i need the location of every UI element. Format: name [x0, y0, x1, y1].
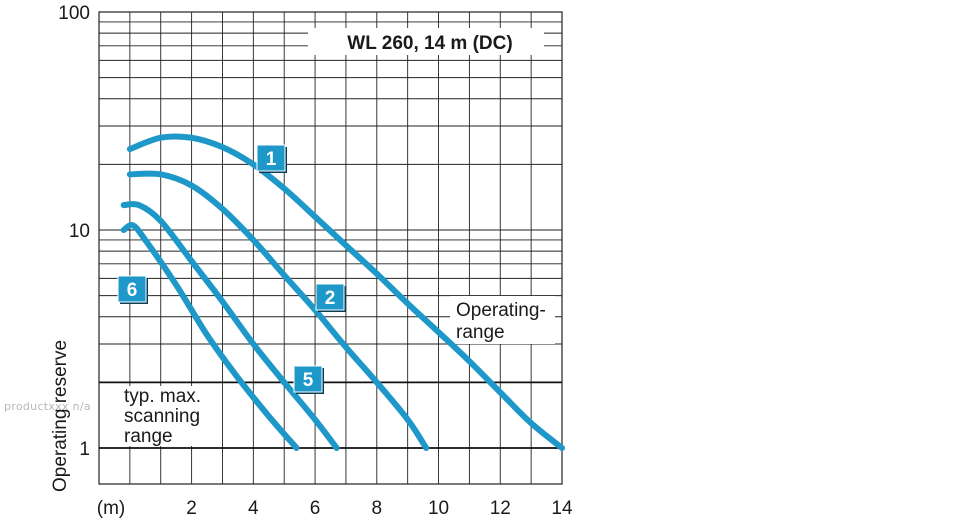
y-axis-label: Operating reserve — [50, 340, 71, 492]
operating-range-label: range — [456, 322, 505, 343]
x-tick-label: 2 — [186, 498, 197, 519]
x-tick-label: 12 — [490, 498, 511, 519]
scanning-range-label: typ. max. — [124, 386, 201, 407]
y-tick-label: 1 — [79, 439, 90, 460]
curve-label-5: 5 — [303, 370, 314, 391]
title-background — [308, 28, 544, 55]
curve-label-box-2 — [315, 283, 345, 311]
x-tick-label: 4 — [248, 498, 259, 519]
scanning-range-label: range — [124, 426, 173, 447]
scanning-range-background — [117, 386, 219, 446]
curve-label-1: 1 — [266, 149, 277, 170]
curve-label-box-6 — [117, 275, 147, 303]
chart-title: WL 260, 14 m (DC) — [347, 33, 512, 54]
series-line-6 — [120, 222, 300, 451]
series-line-2 — [126, 170, 430, 451]
x-tick-label: 10 — [428, 498, 449, 519]
y-tick-label: 100 — [58, 3, 90, 24]
curve-label-6: 6 — [127, 280, 138, 301]
y-tick-label: 10 — [69, 221, 90, 242]
scanning-range-label: scanning — [124, 406, 200, 427]
curve-label-2: 2 — [325, 288, 336, 309]
x-axis-label: (m) — [97, 498, 125, 519]
series-line-1 — [126, 133, 565, 451]
x-tick-label: 14 — [551, 498, 573, 519]
operating-range-label: Operating- — [456, 300, 546, 321]
curve-label-box-1 — [256, 144, 286, 172]
curve-label-box-5 — [293, 365, 323, 393]
series-line-5 — [120, 201, 340, 451]
watermark-text: productxxx n/a — [4, 400, 91, 413]
x-tick-label: 8 — [372, 498, 383, 519]
operating-range-background — [450, 296, 555, 344]
x-tick-label: 6 — [310, 498, 321, 519]
